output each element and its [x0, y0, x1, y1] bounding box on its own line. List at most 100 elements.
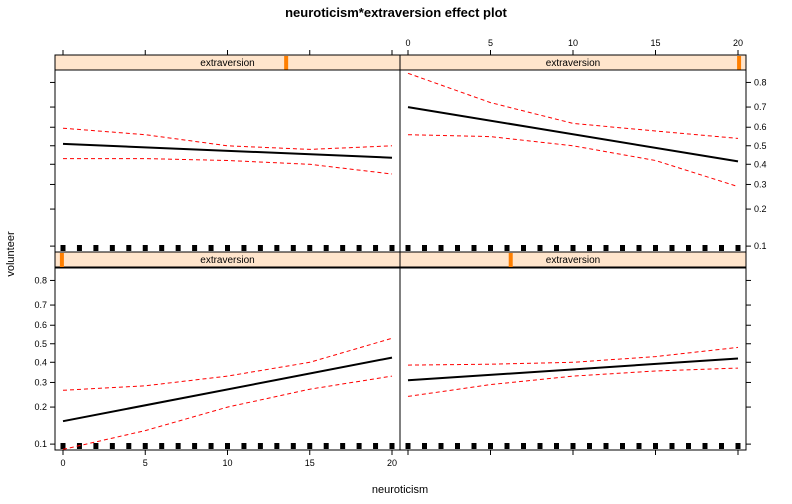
rug-mark	[686, 245, 691, 251]
rug-mark	[570, 443, 576, 449]
rug-mark	[735, 443, 741, 449]
rug-mark	[76, 245, 82, 251]
rug-mark	[192, 245, 198, 251]
rug-mark	[488, 245, 493, 251]
rug-mark	[537, 245, 543, 251]
rug-mark	[225, 245, 230, 251]
y-tick-label: 0.8	[754, 77, 767, 87]
rug-mark	[504, 443, 510, 449]
rug-mark	[323, 245, 329, 251]
panel-box	[399, 267, 747, 451]
chart-title: neuroticism*extraversion effect plot	[285, 5, 507, 20]
rug-mark	[554, 443, 559, 449]
x-tick-label: 20	[733, 38, 743, 48]
fit-line	[62, 356, 393, 423]
rug-mark	[405, 443, 411, 449]
panel-bottom-right: extraversion	[399, 251, 747, 451]
fit-line	[407, 357, 739, 382]
ci-lower-line	[62, 375, 393, 450]
rug-mark	[537, 443, 543, 449]
rug-mark	[422, 443, 427, 449]
rug-mark	[603, 245, 609, 251]
rug-mark	[719, 245, 724, 251]
rug-mark	[126, 443, 132, 449]
strip-level-marker	[59, 253, 64, 267]
x-tick-label: 0	[405, 38, 410, 48]
strip-label: extraversion	[546, 255, 600, 266]
rug-mark	[175, 245, 181, 251]
fit-line	[407, 106, 739, 163]
ci-lower-line	[407, 134, 739, 188]
ci-upper-line	[62, 337, 393, 391]
rug-mark	[405, 245, 411, 251]
rug-mark	[208, 443, 214, 449]
rug-mark	[669, 443, 675, 449]
rug-mark	[636, 443, 642, 449]
rug-mark	[159, 443, 165, 449]
y-tick-label: 0.2	[34, 402, 47, 412]
panel-grid: extraversion extraversion extraversion extr…	[34, 38, 766, 468]
rug-mark	[702, 443, 708, 449]
rug-mark	[587, 443, 592, 449]
rug-mark	[488, 443, 493, 449]
x-tick-label: 5	[488, 38, 493, 48]
rug-mark	[620, 443, 625, 449]
x-tick-label: 15	[305, 458, 315, 468]
panel-bottom-left: extraversion	[54, 251, 401, 451]
rug-mark	[257, 245, 263, 251]
y-tick-label: 0.3	[34, 377, 47, 387]
rug-mark	[603, 443, 609, 449]
rug-mark	[274, 443, 280, 449]
strip-label: extraversion	[546, 58, 600, 69]
rug-mark	[719, 443, 724, 449]
rug-mark	[192, 443, 198, 449]
y-tick-label: 0.7	[754, 102, 767, 112]
rug-mark	[702, 245, 708, 251]
rug-mark	[373, 443, 379, 449]
rug-mark	[274, 245, 280, 251]
rug-mark	[471, 245, 477, 251]
panel-top-left: extraversion	[54, 54, 401, 253]
rug-mark	[109, 245, 115, 251]
x-tick-label: 20	[387, 458, 397, 468]
y-tick-label: 0.6	[34, 320, 47, 330]
rug-mark	[356, 443, 362, 449]
rug-mark	[422, 245, 427, 251]
y-tick-label: 0.6	[754, 122, 767, 132]
strip-label: extraversion	[200, 255, 254, 266]
rug-mark	[241, 245, 247, 251]
rug-mark	[735, 245, 741, 251]
ci-lower-line	[63, 158, 393, 175]
panel-box	[399, 69, 747, 253]
x-tick-label: 10	[568, 38, 578, 48]
rug-mark	[142, 245, 148, 251]
rug-mark	[438, 443, 444, 449]
rug-mark	[208, 245, 214, 251]
rug-mark	[290, 245, 296, 251]
x-tick-label: 5	[143, 458, 148, 468]
ci-lower-line	[407, 367, 739, 397]
rug-mark	[307, 245, 313, 251]
x-tick-label: 15	[650, 38, 660, 48]
rug-mark	[521, 245, 526, 251]
rug-mark	[373, 245, 379, 251]
y-tick-label: 0.5	[754, 141, 767, 151]
ci-upper-line	[62, 127, 393, 150]
rug-mark	[570, 245, 576, 251]
rug-mark	[471, 443, 477, 449]
ci-upper-line	[407, 346, 739, 366]
rug-mark	[438, 245, 444, 251]
strip-level-marker	[737, 56, 742, 70]
rug-mark	[109, 443, 115, 449]
rug-mark	[455, 443, 460, 449]
rug-mark	[653, 245, 658, 251]
rug-mark	[60, 443, 66, 449]
strip-level-marker	[284, 56, 289, 70]
rug-mark	[257, 443, 263, 449]
strip-level-marker	[508, 253, 513, 267]
rug-mark	[290, 443, 296, 449]
y-axis-label: volunteer	[5, 231, 17, 277]
rug-mark	[159, 245, 165, 251]
rug-mark	[241, 443, 247, 449]
